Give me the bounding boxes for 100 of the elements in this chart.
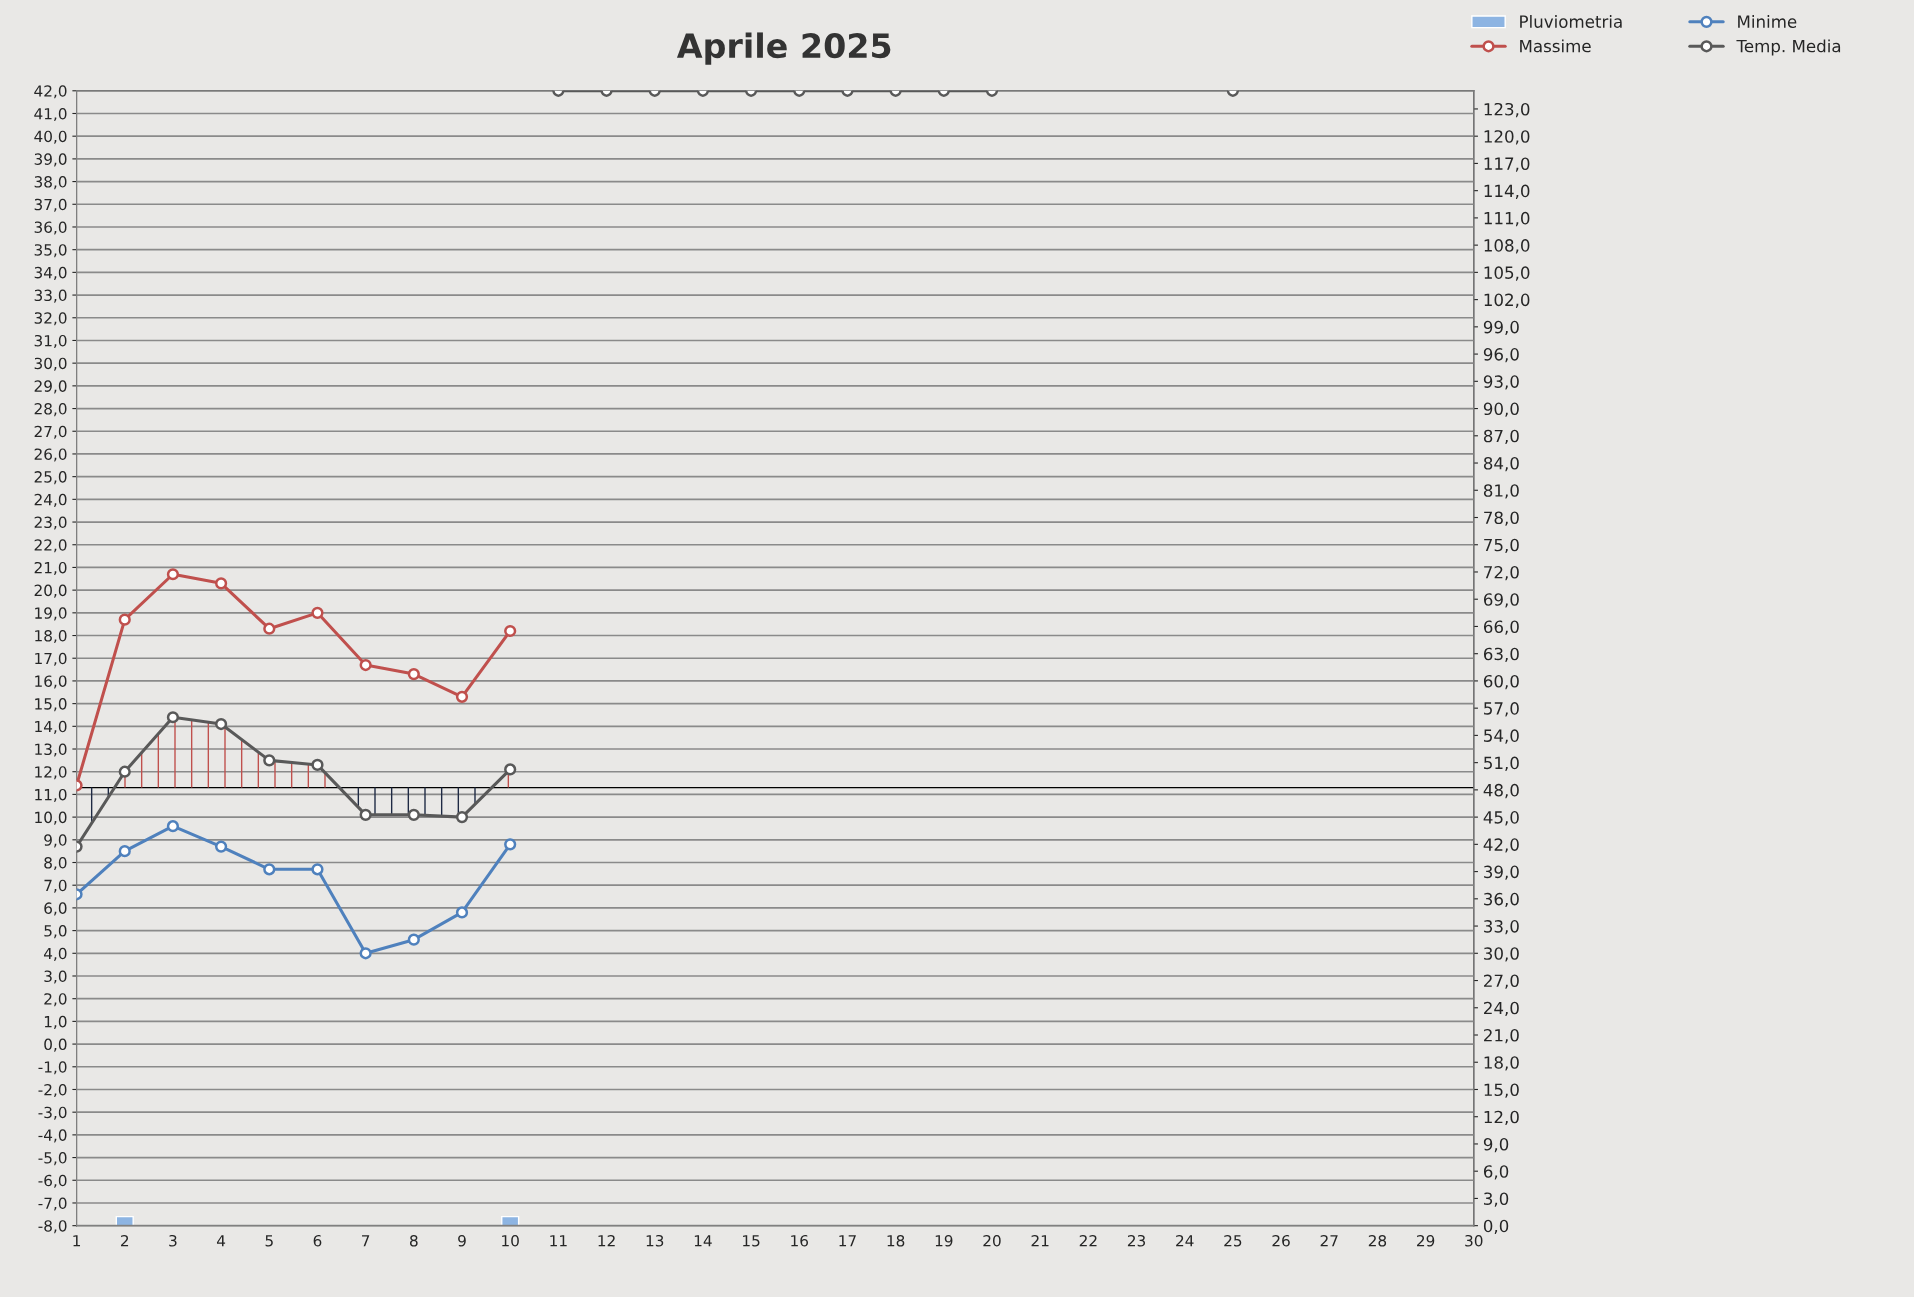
y-tick-label: -4,0 — [38, 1129, 67, 1143]
point — [214, 577, 228, 590]
y-tick-label: 36,0 — [34, 221, 67, 235]
y2-tick-label: 6,0 — [1483, 1165, 1509, 1180]
x-tick-label: 8 — [410, 1234, 418, 1247]
y-tick-label: 34,0 — [34, 266, 67, 280]
y2-tick-label: 57,0 — [1484, 702, 1519, 717]
x-tick-label: 3 — [169, 1234, 177, 1247]
point — [504, 763, 517, 776]
y-tick-label: -8,0 — [38, 1220, 67, 1234]
x-tick-label: 17 — [839, 1235, 856, 1247]
y-tick-label: 37,0 — [34, 198, 67, 212]
point — [118, 765, 131, 778]
x-tick-label: 7 — [362, 1235, 370, 1247]
x-tick-label: 28 — [1368, 1234, 1387, 1247]
y-tick-label: 41,0 — [34, 107, 67, 122]
x-tick-label: 10 — [502, 1234, 519, 1247]
y-tick-label: 4,0 — [43, 947, 67, 961]
y2-tick-label: 9,0 — [1483, 1137, 1509, 1153]
point — [455, 906, 469, 919]
y-tick-label: 6,0 — [44, 902, 67, 916]
x-tick-label: 16 — [791, 1234, 809, 1247]
point — [311, 758, 324, 772]
point — [166, 820, 180, 833]
y-tick-label: -1,0 — [38, 1061, 67, 1075]
point — [504, 838, 517, 851]
point — [407, 668, 420, 681]
y-tick-label: 11,0 — [35, 788, 67, 802]
y2-tick-label: 51,0 — [1484, 756, 1519, 771]
x-tick-label: 4 — [216, 1235, 226, 1247]
point — [455, 811, 469, 824]
y2-tick-label: 99,0 — [1483, 320, 1519, 336]
y-tick-label: 15,0 — [35, 698, 67, 712]
y-tick-label: 33,0 — [34, 289, 67, 303]
y-tick-label: 12,0 — [35, 766, 67, 780]
y2-tick-label: 93,0 — [1483, 375, 1519, 390]
y2-tick-label: 21,0 — [1484, 1028, 1519, 1044]
y-tick-label: 29,0 — [34, 380, 67, 394]
y2-tick-label: 48,0 — [1483, 783, 1519, 799]
y-tick-label: 32,0 — [34, 312, 67, 326]
x-tick-label: 13 — [646, 1234, 664, 1247]
y-tick-label: 2,0 — [44, 993, 67, 1007]
y2-tick-label: 18,0 — [1484, 1056, 1519, 1071]
y2-tick-label: 63,0 — [1483, 647, 1519, 662]
y-tick-label: -3,0 — [38, 1106, 67, 1120]
point — [504, 624, 517, 638]
y-tick-label: 39,0 — [34, 153, 67, 167]
x-tick-label: 25 — [1224, 1234, 1242, 1247]
y2-tick-label: 123,0 — [1484, 102, 1530, 118]
x-tick-label: 20 — [983, 1234, 1001, 1247]
x-tick-label: 15 — [743, 1235, 760, 1247]
y-tick-label: 30,0 — [34, 357, 67, 371]
chart-title: Aprile 2025 — [676, 32, 891, 65]
y-tick-label: 7,0 — [44, 879, 67, 893]
point — [263, 754, 276, 767]
point — [263, 622, 276, 635]
y2-tick-label: 111,0 — [1484, 211, 1530, 227]
y-tick-label: 19,0 — [35, 607, 67, 621]
point — [407, 808, 420, 821]
x-tick-label: 29 — [1417, 1234, 1435, 1247]
y2-tick-label: 27,0 — [1484, 974, 1519, 989]
x-tick-label: 27 — [1320, 1234, 1338, 1247]
y2-tick-label: 24,0 — [1484, 1001, 1519, 1017]
x-tick-label: 26 — [1272, 1234, 1290, 1247]
x-tick-label: 23 — [1127, 1234, 1146, 1247]
x-tick-label: 19 — [935, 1234, 953, 1247]
y-tick-label: 28,0 — [34, 403, 67, 417]
x-tick-label: 14 — [694, 1235, 712, 1247]
y2-tick-label: 117,0 — [1484, 157, 1530, 172]
x-tick-label: 18 — [887, 1234, 905, 1247]
y-tick-label: 35,0 — [34, 244, 67, 258]
y2-tick-label: 12,0 — [1484, 1110, 1519, 1125]
y2-tick-label: 0,0 — [1483, 1219, 1509, 1234]
point — [118, 613, 131, 626]
x-tick-label: 9 — [458, 1234, 466, 1247]
y-tick-label: 18,0 — [35, 630, 67, 644]
y-tick-label: 10,0 — [35, 811, 67, 825]
x-tick-label: 22 — [1079, 1234, 1097, 1247]
y2-tick-label: 102,0 — [1484, 293, 1530, 308]
x-tick-label: 2 — [121, 1234, 129, 1247]
y-tick-label: 3,0 — [44, 970, 67, 984]
y2-tick-label: 120,0 — [1484, 130, 1530, 145]
x-tick-label: 6 — [313, 1234, 322, 1247]
y-tick-label: -7,0 — [38, 1197, 67, 1211]
point — [359, 808, 372, 821]
y-tick-label: 27,0 — [34, 425, 67, 439]
y2-tick-label: 105,0 — [1484, 266, 1530, 281]
point — [311, 606, 324, 619]
y2-tick-label: 33,0 — [1484, 920, 1519, 935]
y2-tick-label: 75,0 — [1484, 538, 1519, 554]
y-tick-label: 42,0 — [34, 85, 67, 99]
x-tick-label: 24 — [1176, 1234, 1194, 1247]
y2-tick-label: 114,0 — [1484, 184, 1530, 199]
y2-tick-label: 45,0 — [1483, 811, 1519, 826]
y-tick-label: 13,0 — [35, 743, 67, 757]
y2-tick-label: 78,0 — [1484, 511, 1519, 526]
y2-tick-label: 42,0 — [1483, 838, 1519, 853]
y-tick-label: 38,0 — [34, 176, 67, 190]
point — [455, 690, 469, 703]
y-tick-label: 17,0 — [35, 652, 67, 666]
